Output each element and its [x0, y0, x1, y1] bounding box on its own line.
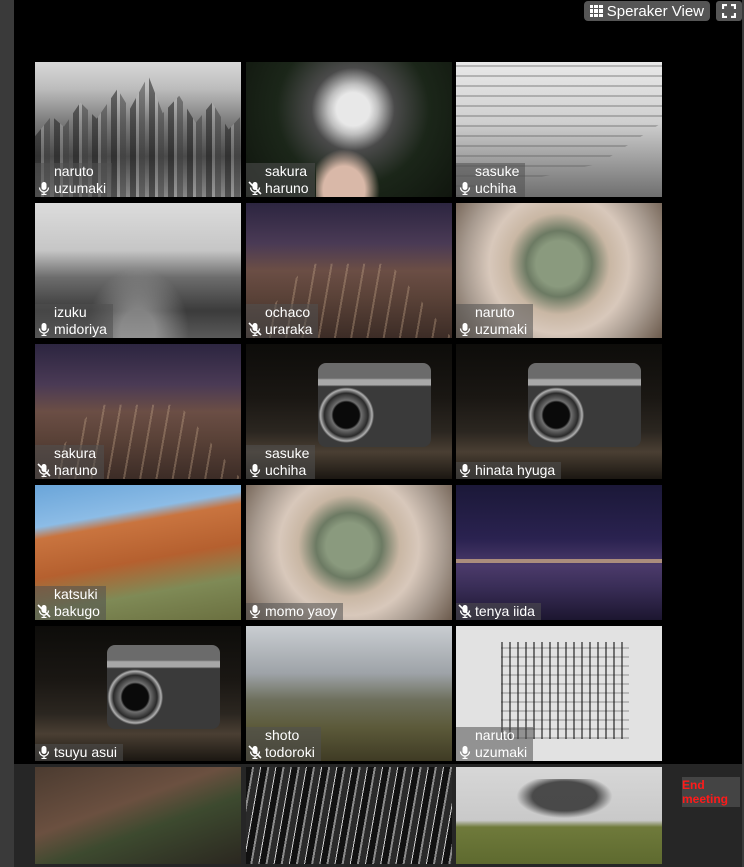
participant-name-line2: uchiha: [265, 462, 307, 478]
mic-muted-icon: [37, 604, 51, 619]
video-tile[interactable]: momo yaoy: [246, 485, 452, 620]
participant-name-tag: sakura haruno: [246, 163, 315, 197]
speaker-view-button[interactable]: Speraker View: [583, 1, 710, 21]
participant-name-line2: uchiha: [475, 180, 517, 196]
mic-muted-icon: [248, 745, 262, 760]
participant-name-line1: sasuke: [475, 163, 520, 179]
participant-name-tag: izuku midoriya: [35, 304, 113, 338]
video-tile[interactable]: tsuyu asui: [35, 626, 241, 761]
participant-name-line1: sakura: [54, 445, 97, 461]
video-tile[interactable]: [246, 767, 452, 864]
participant-name-line2: uzumaki: [475, 321, 528, 337]
grid-icon: [589, 5, 603, 17]
video-tile[interactable]: sakura haruno: [246, 62, 452, 197]
video-tile[interactable]: hinata hyuga: [456, 344, 662, 479]
participant-name-line1: hinata hyuga: [475, 462, 556, 478]
participant-name-tag: naruto uzumaki: [456, 727, 534, 761]
video-tile[interactable]: tenya iida: [456, 485, 662, 620]
video-feed: [246, 767, 452, 864]
participant-name-line2: uraraka: [265, 321, 313, 337]
mic-icon: [37, 322, 51, 337]
mic-icon: [248, 604, 262, 619]
participant-name-line2: haruno: [265, 180, 309, 196]
mic-muted-icon: [248, 322, 262, 337]
participant-name-tag: sasuke uchiha: [456, 163, 526, 197]
participant-name-line1: katsuki: [54, 586, 98, 602]
video-feed: [35, 626, 241, 761]
mic-muted-icon: [458, 604, 472, 619]
participant-name-line1: tsuyu asui: [54, 744, 118, 760]
video-tile[interactable]: [456, 767, 662, 864]
video-feed: [35, 203, 241, 338]
participant-name-line1: naruto: [475, 304, 515, 320]
participant-name-line1: naruto: [54, 163, 94, 179]
participant-name-line2: haruno: [54, 462, 98, 478]
participant-name-tag: hinata hyuga: [456, 462, 562, 479]
video-tile[interactable]: sasuke uchiha: [456, 62, 662, 197]
speaker-view-label: Speraker View: [606, 2, 704, 20]
video-feed: [35, 767, 241, 864]
video-tile[interactable]: naruto uzumaki: [456, 203, 662, 338]
video-tile[interactable]: naruto uzumaki: [35, 62, 241, 197]
participant-name-line2: bakugo: [54, 603, 100, 619]
video-feed: [456, 485, 662, 620]
participant-name-line1: shoto: [265, 727, 300, 743]
video-tile[interactable]: sakura haruno: [35, 344, 241, 479]
participant-name-tag: katsuki bakugo: [35, 586, 106, 620]
top-toolbar: Speraker View: [583, 0, 742, 22]
participant-name-line2: midoriya: [54, 321, 107, 337]
participant-name-tag: shoto todoroki: [246, 727, 321, 761]
mic-icon: [248, 463, 262, 478]
video-tile[interactable]: [35, 767, 241, 864]
participant-name-tag: sakura haruno: [35, 445, 104, 479]
mic-icon: [458, 745, 472, 760]
mic-icon: [37, 745, 51, 760]
video-tile[interactable]: sasuke uchiha: [246, 344, 452, 479]
mic-muted-icon: [37, 463, 51, 478]
end-meeting-label-line1: End: [682, 778, 705, 792]
participant-name-line2: uzumaki: [475, 744, 528, 760]
expand-icon: [722, 4, 736, 18]
video-tile[interactable]: ochaco uraraka: [246, 203, 452, 338]
participant-name-line1: momo yaoy: [265, 603, 338, 619]
mic-icon: [458, 181, 472, 196]
participant-name-line2: uzumaki: [54, 180, 107, 196]
participant-name-line1: ochaco: [265, 304, 311, 320]
participant-name-tag: naruto uzumaki: [456, 304, 534, 338]
fullscreen-button[interactable]: [716, 1, 742, 21]
end-meeting-label-line2: meeting: [682, 792, 729, 806]
participant-name-line1: naruto: [475, 727, 515, 743]
participant-name-line1: tenya iida: [475, 603, 535, 619]
mic-icon: [37, 181, 51, 196]
mic-icon: [458, 322, 472, 337]
video-tile[interactable]: shoto todoroki: [246, 626, 452, 761]
participant-name-tag: ochaco uraraka: [246, 304, 319, 338]
participant-name-tag: sasuke uchiha: [246, 445, 316, 479]
video-tile[interactable]: naruto uzumaki: [456, 626, 662, 761]
video-tile[interactable]: izuku midoriya: [35, 203, 241, 338]
participant-name-line1: izuku: [54, 304, 87, 320]
participant-name-line1: sasuke: [265, 445, 310, 461]
participant-name-line1: sakura: [265, 163, 308, 179]
participant-name-tag: tsuyu asui: [35, 744, 124, 761]
video-tile[interactable]: katsuki bakugo: [35, 485, 241, 620]
participant-name-line2: todoroki: [265, 744, 315, 760]
mic-muted-icon: [248, 181, 262, 196]
participant-name-tag: naruto uzumaki: [35, 163, 113, 197]
participant-name-tag: tenya iida: [456, 603, 541, 620]
video-feed: [456, 767, 662, 864]
video-feed: [456, 344, 662, 479]
participant-name-tag: momo yaoy: [246, 603, 344, 620]
end-meeting-button[interactable]: End meeting: [682, 777, 740, 807]
mic-icon: [458, 463, 472, 478]
video-feed: [246, 485, 452, 620]
